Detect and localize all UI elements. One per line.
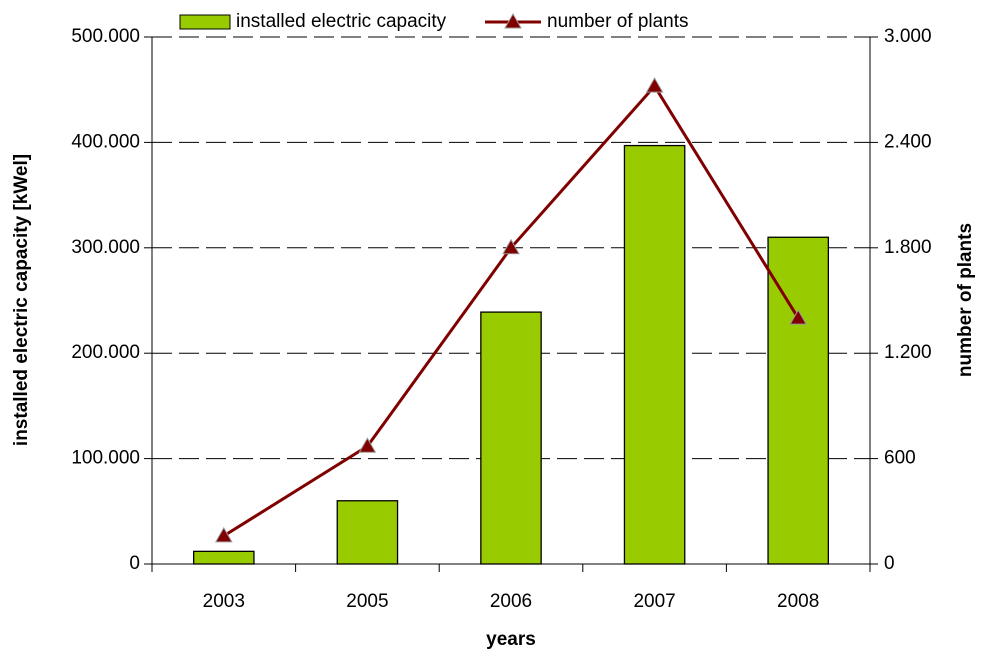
x-axis-title: years [486, 629, 536, 650]
bar [767, 236, 830, 565]
y-axis-title: installed electric capacity [kWel] [11, 154, 32, 446]
y-tick-label: 100.000 [71, 448, 140, 469]
x-tick-label: 2006 [490, 591, 532, 612]
legend-marker [504, 12, 522, 29]
y2-tick-label: 2.400 [884, 131, 932, 152]
x-tick-label: 2008 [777, 591, 819, 612]
legend-label: number of plants [547, 11, 689, 32]
bar [480, 311, 542, 565]
y-tick-label: 0 [129, 553, 140, 574]
x-tick-label: 2003 [203, 591, 245, 612]
y-tick-label: 400.000 [71, 131, 140, 152]
legend-label: installed electric capacity [236, 11, 447, 32]
bar [192, 550, 255, 565]
marker [789, 309, 808, 325]
y-tick-label: 200.000 [71, 342, 140, 363]
y-tick-label: 500.000 [71, 26, 140, 47]
marker [214, 526, 233, 543]
x-tick-label: 2005 [346, 591, 388, 612]
x-tick-label: 2007 [633, 591, 675, 612]
marker [502, 238, 520, 255]
y2-tick-label: 0 [884, 553, 895, 574]
bar [623, 144, 686, 565]
y2-axis-title: number of plants [955, 223, 976, 377]
bar [336, 500, 399, 565]
y2-tick-label: 1.200 [884, 342, 932, 363]
y2-tick-label: 3.000 [884, 26, 932, 47]
y2-tick-label: 1.800 [884, 237, 932, 258]
marker [645, 77, 664, 93]
y2-tick-label: 600 [884, 448, 916, 469]
marker [358, 437, 377, 453]
legend-swatch [179, 14, 231, 30]
y-tick-label: 300.000 [71, 237, 140, 258]
